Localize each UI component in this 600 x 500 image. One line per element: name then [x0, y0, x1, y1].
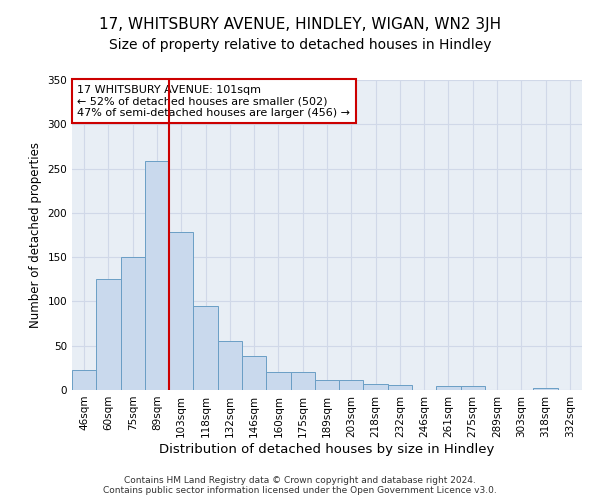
- Bar: [315, 380, 339, 390]
- Bar: [96, 280, 121, 390]
- Y-axis label: Number of detached properties: Number of detached properties: [29, 142, 42, 328]
- Bar: [533, 388, 558, 390]
- Bar: [461, 386, 485, 390]
- Text: Contains HM Land Registry data © Crown copyright and database right 2024.
Contai: Contains HM Land Registry data © Crown c…: [103, 476, 497, 495]
- Bar: [388, 384, 412, 390]
- Text: 17, WHITSBURY AVENUE, HINDLEY, WIGAN, WN2 3JH: 17, WHITSBURY AVENUE, HINDLEY, WIGAN, WN…: [99, 18, 501, 32]
- Bar: [266, 372, 290, 390]
- Bar: [169, 232, 193, 390]
- Bar: [72, 370, 96, 390]
- Text: Size of property relative to detached houses in Hindley: Size of property relative to detached ho…: [109, 38, 491, 52]
- Bar: [218, 342, 242, 390]
- Bar: [436, 386, 461, 390]
- Bar: [364, 384, 388, 390]
- Bar: [290, 372, 315, 390]
- Bar: [145, 162, 169, 390]
- Bar: [193, 306, 218, 390]
- X-axis label: Distribution of detached houses by size in Hindley: Distribution of detached houses by size …: [160, 442, 494, 456]
- Bar: [339, 380, 364, 390]
- Text: 17 WHITSBURY AVENUE: 101sqm
← 52% of detached houses are smaller (502)
47% of se: 17 WHITSBURY AVENUE: 101sqm ← 52% of det…: [77, 84, 350, 118]
- Bar: [121, 257, 145, 390]
- Bar: [242, 356, 266, 390]
